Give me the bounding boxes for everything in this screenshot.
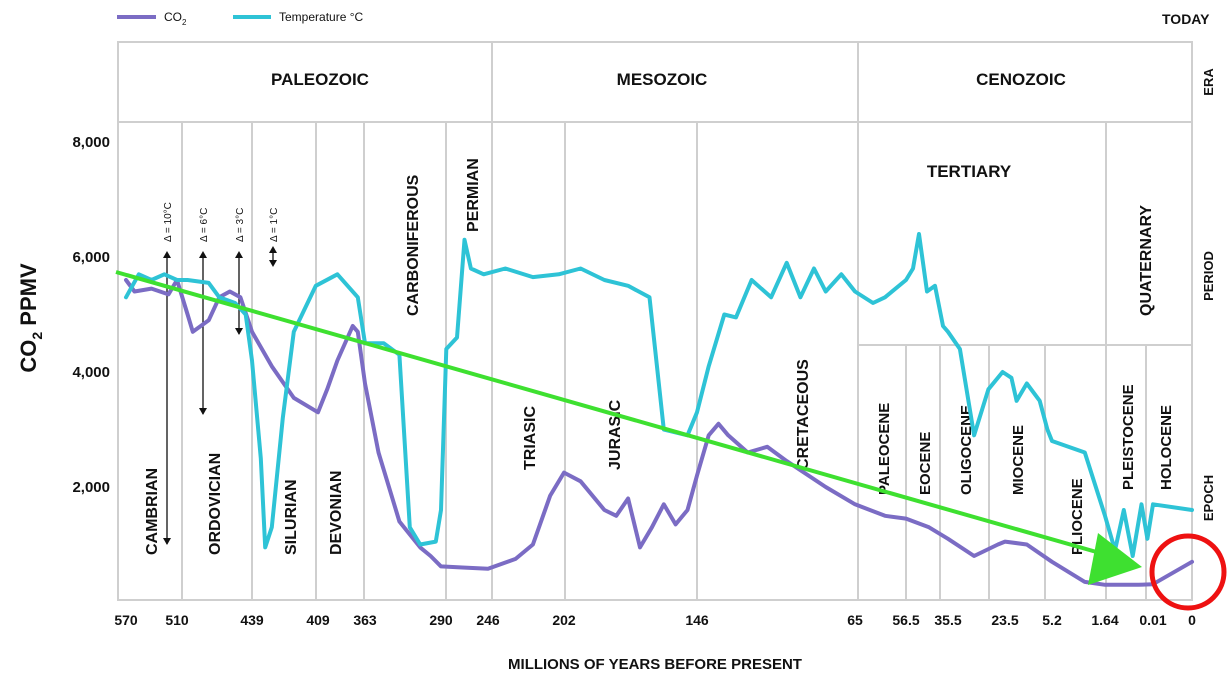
era-label-paleozoic: PALEOZOIC [271, 70, 369, 89]
epoch-label-holocene: HOLOCENE [1158, 405, 1175, 490]
epoch-label-eocene: EOCENE [917, 432, 934, 495]
y-axis-title: CO2 PPMV [16, 263, 45, 373]
era-axis-label: ERA [1201, 68, 1216, 96]
period-label-ordovician: ORDOVICIAN [207, 453, 224, 555]
legend: CO2 Temperature °C [117, 10, 363, 27]
epoch-label-pleistocene: PLEISTOCENE [1120, 384, 1137, 490]
y-tick-label: 8,000 [72, 134, 110, 151]
today-label: TODAY [1162, 11, 1210, 27]
y-tick-label: 4,000 [72, 364, 110, 381]
epoch-label-paleocene: PALEOCENE [876, 403, 893, 495]
x-tick-label: 0 [1188, 612, 1196, 628]
x-tick-label: 5.2 [1042, 612, 1062, 628]
legend-co2-label: CO2 [164, 10, 187, 27]
x-tick-label: 1.64 [1091, 612, 1118, 628]
delta-10-label: Δ = 10°C [163, 202, 174, 242]
x-tick-label: 246 [476, 612, 500, 628]
era-label-mesozoic: MESOZOIC [617, 70, 708, 89]
period-axis-label: PERIOD [1201, 251, 1216, 301]
epoch-label-oligocene: OLIGOCENE [958, 405, 975, 495]
x-axis-ticks: 570 510 439 409 363 290 246 202 146 65 56.5 35.5 23.… [114, 612, 1196, 628]
period-label-silurian: SILURIAN [283, 479, 300, 555]
epoch-axis-label: EPOCH [1201, 475, 1216, 521]
epoch-label-pliocene: PLIOCENE [1069, 478, 1086, 555]
period-label-carboniferous: CARBONIFEROUS [405, 174, 422, 316]
x-tick-label: 56.5 [892, 612, 919, 628]
y-tick-label: 2,000 [72, 479, 110, 496]
x-tick-label: 146 [685, 612, 709, 628]
period-label-tertiary: TERTIARY [927, 162, 1012, 181]
legend-temperature-label: Temperature °C [279, 10, 363, 24]
x-tick-label: 202 [552, 612, 576, 628]
trend-arrow [115, 270, 1142, 585]
x-tick-label: 35.5 [934, 612, 961, 628]
delta-3-label: Δ = 3°C [235, 208, 246, 242]
period-label-devonian: DEVONIAN [328, 471, 345, 555]
y-axis-ticks: 2,000 4,000 6,000 8,000 [72, 134, 110, 496]
era-label-cenozoic: CENOZOIC [976, 70, 1066, 89]
x-tick-label: 409 [306, 612, 330, 628]
period-label-cretaceous: CRETACEOUS [795, 359, 812, 470]
x-tick-label: 363 [353, 612, 377, 628]
x-axis-title: MILLIONS OF YEARS BEFORE PRESENT [508, 656, 802, 673]
period-label-triasic: TRIASIC [522, 406, 539, 470]
highlight-circle [1149, 533, 1227, 611]
delta-6-label: Δ = 6°C [199, 208, 210, 242]
period-label-cambrian: CAMBRIAN [144, 468, 161, 555]
period-label-quaternary: QUATERNARY [1138, 205, 1155, 316]
x-tick-label: 290 [429, 612, 453, 628]
x-tick-label: 65 [847, 612, 863, 628]
x-tick-label: 439 [240, 612, 264, 628]
period-label-permian: PERMIAN [465, 158, 482, 232]
period-label-jurasic: JURASIC [607, 399, 624, 470]
x-tick-label: 0.01 [1139, 612, 1166, 628]
geologic-grid [117, 41, 1193, 601]
x-tick-label: 510 [165, 612, 189, 628]
epoch-label-miocene: MIOCENE [1010, 425, 1027, 495]
y-tick-label: 6,000 [72, 249, 110, 266]
delta-1-label: Δ = 1°C [269, 208, 280, 242]
x-tick-label: 570 [114, 612, 138, 628]
x-tick-label: 23.5 [991, 612, 1018, 628]
